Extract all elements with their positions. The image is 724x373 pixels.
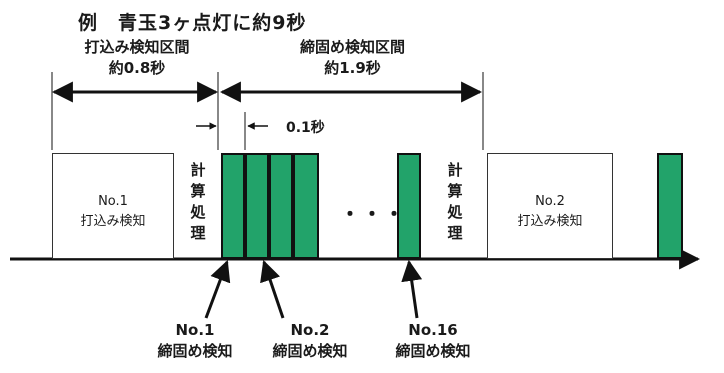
- ellipsis-dots: ・・・: [340, 202, 406, 226]
- pulse-bar: [293, 153, 319, 259]
- calc-char: 算: [447, 182, 463, 200]
- calc-char: 算: [190, 182, 206, 200]
- caption-label: 締固め検知: [272, 342, 348, 360]
- calc-char: 理: [190, 224, 206, 242]
- pointer-arrow-2: [260, 260, 285, 319]
- pulse-bar: [245, 153, 269, 259]
- phase-name: 締固め検知区間: [299, 38, 405, 56]
- pulse-bar: [657, 153, 683, 259]
- calc-char: 処: [190, 203, 206, 221]
- box-number: No.2: [535, 194, 565, 209]
- calculation-label-left: 計 算 処 理: [188, 160, 208, 244]
- interval-label: 0.1秒: [286, 120, 325, 136]
- box-label: 打込み検知: [517, 214, 583, 229]
- caption-number: No.2: [290, 321, 330, 339]
- detection-box-driving-1: No.1 打込み検知: [52, 153, 174, 259]
- caption-compaction-2: No.2 締固め検知: [250, 320, 370, 362]
- pulse-bar: [269, 153, 293, 259]
- caption-number: No.16: [408, 321, 458, 339]
- phase-label-driving: 打込み検知区間 約0.8秒: [52, 36, 222, 78]
- pulse-bar: [221, 153, 245, 259]
- pulse-bar: [397, 153, 421, 259]
- calc-char: 処: [447, 203, 463, 221]
- pointer-arrow-16: [401, 259, 423, 319]
- calc-char: 計: [190, 161, 206, 179]
- calculation-label-right: 計 算 処 理: [445, 160, 465, 244]
- calc-char: 計: [447, 161, 463, 179]
- phase-duration: 約1.9秒: [324, 59, 381, 77]
- caption-label: 締固め検知: [395, 342, 471, 360]
- caption-compaction-16: No.16 締固め検知: [373, 320, 493, 362]
- detection-box-driving-2: No.2 打込み検知: [487, 153, 613, 259]
- pointer-arrow-1: [204, 260, 231, 319]
- phase-duration: 約0.8秒: [108, 59, 166, 77]
- calc-char: 理: [447, 224, 463, 242]
- box-label: 打込み検知: [80, 214, 146, 229]
- phase-label-compaction: 締固め検知区間 約1.9秒: [260, 36, 445, 78]
- box-number: No.1: [98, 194, 128, 209]
- phase-name: 打込み検知区間: [84, 38, 190, 56]
- caption-label: 締固め検知: [157, 342, 233, 360]
- page-title: 例 青玉3ヶ点灯に約9秒: [78, 12, 307, 34]
- caption-number: No.1: [175, 321, 215, 339]
- caption-compaction-1: No.1 締固め検知: [135, 320, 255, 362]
